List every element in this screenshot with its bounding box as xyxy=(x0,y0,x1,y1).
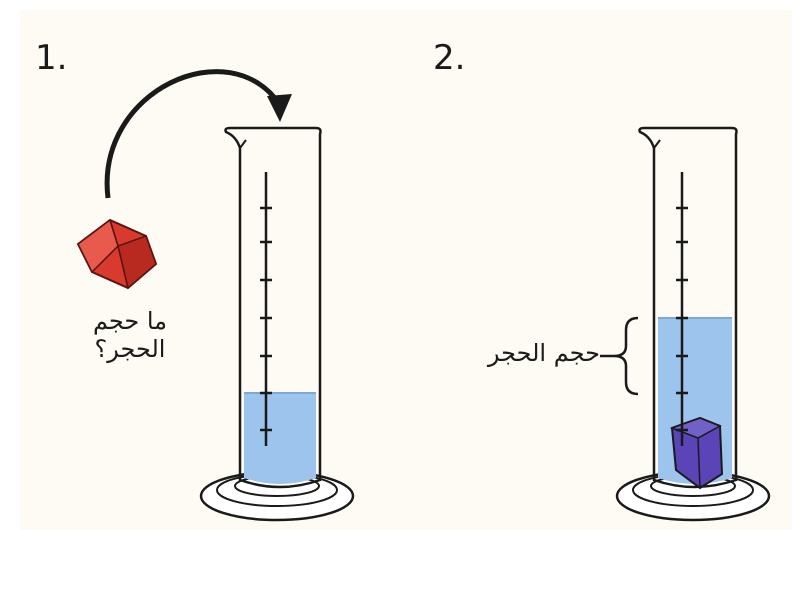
stone-volume-question: ما حجم الحجر؟ xyxy=(70,307,190,363)
stone-volume-label: حجم الحجر xyxy=(487,339,600,367)
volume-brace xyxy=(613,316,639,396)
question-line-2: الحجر؟ xyxy=(94,334,166,363)
water-cylinder-1 xyxy=(244,393,316,484)
drop-arrow xyxy=(104,69,283,199)
step-number-1: 1. xyxy=(35,38,68,78)
submerged-stone-icon xyxy=(669,416,724,490)
graduated-cylinder-1 xyxy=(199,126,355,522)
step-number-2: 2. xyxy=(433,38,466,78)
stone-icon xyxy=(76,218,158,290)
graduated-cylinder-2 xyxy=(615,126,771,522)
question-line-1: ما حجم xyxy=(92,307,168,335)
drop-arrowhead xyxy=(267,94,292,122)
